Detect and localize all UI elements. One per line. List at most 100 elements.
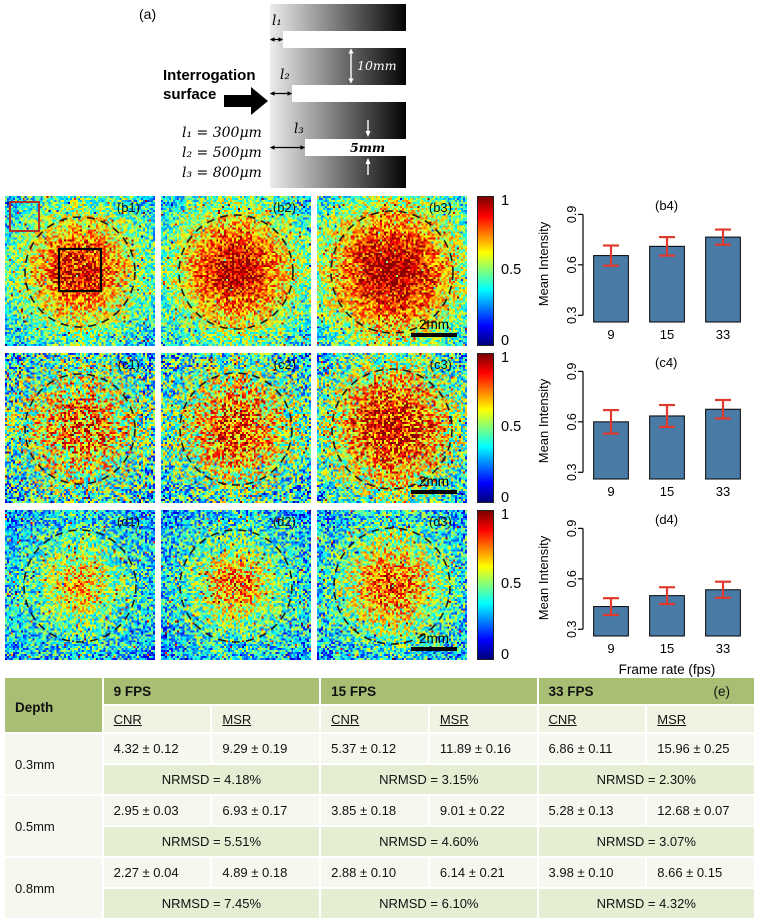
panel-label: (b3)	[428, 200, 452, 215]
nrmsd-cell: NRMSD = 4.32%	[538, 889, 754, 918]
speckle-panel-c1: (c1)	[5, 353, 155, 503]
value-cell: 3.98 ± 0.10	[538, 858, 646, 887]
background-roi-square	[9, 201, 40, 232]
x-tick-label: 9	[607, 327, 614, 342]
nrmsd-cell: NRMSD = 2.30%	[538, 765, 754, 794]
5mm-arrowhead-up	[365, 158, 371, 164]
nrmsd-cell: NRMSD = 4.18%	[103, 765, 320, 794]
scalebar-label: 2mm	[419, 474, 449, 489]
panel-label: (c2)	[273, 357, 296, 372]
subheader-cnr-33: CNR	[538, 706, 646, 732]
x-axis-label: Frame rate (fps)	[619, 662, 716, 677]
l1-equation: l₁ = 300μm	[182, 125, 262, 141]
panel-a-label: (a)	[139, 6, 156, 22]
panel-overlay: 2mm	[330, 210, 457, 337]
value-cell: 4.89 ± 0.18	[212, 858, 320, 887]
5mm-arrowhead-down	[365, 131, 371, 137]
value-cell: 6.93 ± 0.17	[212, 796, 320, 825]
depth-cell: 0.3mm	[5, 734, 102, 794]
colorbar-gradient	[477, 196, 494, 346]
speckle-image	[5, 353, 155, 503]
panel-label: (d2)	[272, 514, 296, 529]
speckle-image	[317, 510, 467, 660]
l1-arrowhead-left	[270, 37, 275, 42]
panel-overlay	[178, 214, 294, 330]
value-cell: 4.32 ± 0.12	[103, 734, 211, 763]
chart-panel-label: (b4)	[655, 198, 678, 213]
roi-dashed-circle	[24, 373, 136, 485]
bar	[705, 408, 741, 480]
nrmsd-cell: NRMSD = 3.07%	[538, 827, 754, 856]
scalebar-label: 2mm	[419, 631, 449, 646]
y-tick-label: 0.3	[565, 621, 579, 638]
x-tick-label: 33	[716, 327, 730, 342]
l1-arrowhead-right	[278, 37, 283, 42]
colorbar-tick-label: 0	[501, 490, 510, 506]
center-roi-square	[57, 247, 103, 293]
value-cell: 5.28 ± 0.13	[538, 796, 646, 825]
slit-300um	[283, 31, 406, 48]
bar	[705, 236, 741, 323]
l2-arrowhead-left	[270, 91, 275, 96]
y-axis-label: Mean Intensity	[536, 378, 551, 463]
speckle-panel-b1: (b1)	[5, 196, 155, 346]
table-row-nrmsd-0.3mm: NRMSD = 4.18% NRMSD = 3.15% NRMSD = 2.30…	[5, 765, 754, 794]
colorbar-tick-label: 1	[501, 507, 510, 523]
speckle-panel-d3: 2mm (d3)	[317, 510, 467, 660]
colorbar-tick-label: 0.5	[501, 576, 522, 592]
y-tick-label: 0.3	[565, 464, 579, 481]
header-33fps-label: 33 FPS	[548, 683, 594, 699]
roi-dashed-circle	[23, 529, 137, 643]
value-cell: 2.27 ± 0.04	[103, 858, 211, 887]
x-tick-label: 9	[607, 641, 614, 656]
speckle-image	[5, 510, 155, 660]
l3-arrowhead-left	[270, 145, 275, 150]
table-subheader-row: CNR MSR CNR MSR CNR MSR	[5, 706, 754, 732]
roi-dashed-circle	[24, 216, 136, 328]
panel-label: (b2)	[272, 200, 296, 215]
panel-overlay	[24, 373, 136, 485]
scalebar	[411, 490, 457, 494]
colorbar-tick-label: 1	[501, 350, 510, 366]
value-cell: 9.01 ± 0.22	[429, 796, 537, 825]
value-cell: 2.95 ± 0.03	[103, 796, 211, 825]
l2-label: l₂	[280, 67, 290, 83]
nrmsd-cell: NRMSD = 4.60%	[321, 827, 537, 856]
nrmsd-cell: NRMSD = 3.15%	[321, 765, 537, 794]
value-cell: 12.68 ± 0.07	[647, 796, 754, 825]
panel-overlay	[9, 201, 136, 328]
chart-panel-label: (d4)	[655, 512, 678, 527]
scalebar	[411, 647, 457, 651]
table-row-values-0.8mm: 0.8mm 2.27 ± 0.04 4.89 ± 0.18 2.88 ± 0.1…	[5, 858, 754, 918]
chart-panel-label: (c4)	[655, 355, 677, 370]
panel-overlay	[179, 529, 293, 643]
header-15fps: 15 FPS	[321, 678, 537, 704]
x-tick-label: 15	[660, 327, 674, 342]
y-tick-label: 0.9	[565, 206, 579, 223]
scalebar	[411, 333, 457, 337]
y-axis-label: Mean Intensity	[536, 535, 551, 620]
x-tick-label: 15	[660, 484, 674, 499]
interrogation-label-line1: Interrogation	[163, 67, 256, 84]
roi-dashed-circle	[179, 372, 293, 486]
bar-chart-b4: 0.3 0.6 0.9 Mean Intensity 9 15 33 (b4)	[536, 198, 741, 342]
nrmsd-cell: NRMSD = 7.45%	[103, 889, 320, 918]
y-axis-label: Mean Intensity	[536, 221, 551, 306]
colorbar-tick-label: 0	[501, 647, 510, 663]
subheader-msr-15: MSR	[429, 706, 537, 732]
value-cell: 9.29 ± 0.19	[212, 734, 320, 763]
l2-arrowhead-right	[287, 91, 292, 96]
x-tick-label: 33	[716, 484, 730, 499]
speckle-image	[161, 510, 311, 660]
nrmsd-cell: NRMSD = 5.51%	[103, 827, 320, 856]
l3-label: l₃	[294, 121, 304, 137]
speckle-image	[161, 196, 311, 346]
x-tick-label: 9	[607, 484, 614, 499]
value-cell: 6.86 ± 0.11	[538, 734, 646, 763]
panel-label: (d1)	[116, 514, 140, 529]
panel-a-diagram: (a) l₁ l₂ l₃ 10mm 5mm Interrogation surf…	[139, 4, 406, 188]
panel-overlay: 2mm	[331, 368, 457, 494]
speckle-panel-b2: (b2)	[161, 196, 311, 346]
colorbar-tick-label: 0	[501, 333, 510, 349]
